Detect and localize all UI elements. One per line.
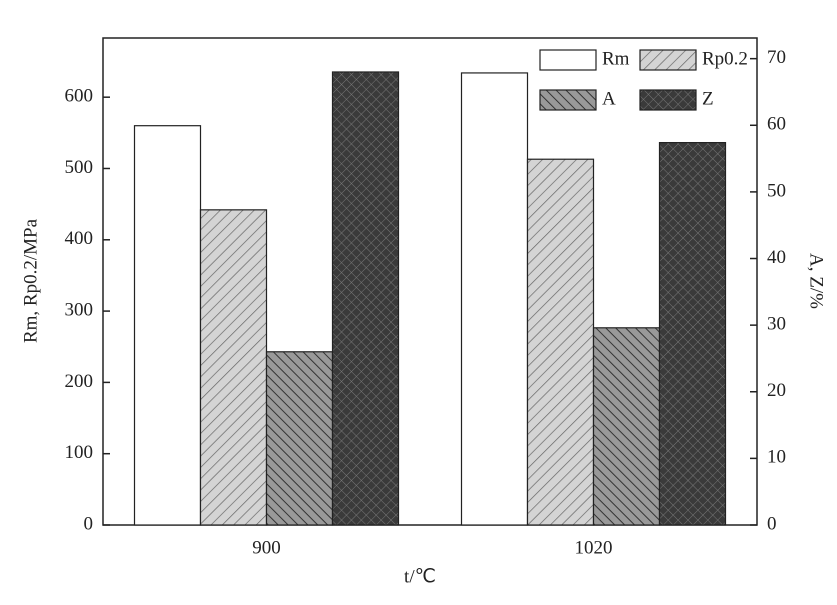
y2-tick-label: 20 — [767, 380, 786, 401]
y2-tick-label: 10 — [767, 447, 786, 468]
legend-label: Z — [702, 88, 714, 109]
legend-label: Rp0.2 — [702, 48, 748, 69]
y2-tick-label: 30 — [767, 313, 786, 334]
legend-label: A — [602, 88, 616, 109]
bar — [199, 209, 268, 526]
legend-swatch — [639, 49, 697, 71]
legend-swatch — [539, 49, 597, 71]
y-tick-label: 400 — [65, 228, 94, 249]
y2-axis-label: A, Z/% — [806, 253, 827, 309]
y-tick-label: 200 — [65, 371, 94, 392]
legend-swatch — [539, 89, 597, 111]
y2-tick-label: 0 — [767, 513, 777, 534]
y-tick-label: 0 — [84, 513, 94, 534]
y-tick-label: 500 — [65, 157, 94, 178]
legend-label: Rm — [602, 48, 630, 69]
x-tick-label: 900 — [252, 537, 281, 558]
bar — [331, 71, 400, 526]
bar — [460, 72, 529, 526]
y2-tick-label: 60 — [767, 114, 786, 135]
y-tick-label: 600 — [65, 86, 94, 107]
x-axis-label: t/℃ — [404, 566, 436, 587]
plot-frame — [102, 37, 758, 526]
y-axis-label: Rm, Rp0.2/MPa — [20, 218, 41, 343]
bar — [265, 351, 334, 526]
bar — [133, 125, 202, 526]
y2-tick-label: 70 — [767, 47, 786, 68]
bar — [592, 327, 661, 526]
legend-swatch — [639, 89, 697, 111]
y2-tick-label: 50 — [767, 180, 786, 201]
y2-tick-label: 40 — [767, 247, 786, 268]
y-tick-label: 300 — [65, 299, 94, 320]
x-tick-label: 1020 — [575, 537, 613, 558]
y-tick-label: 100 — [65, 442, 94, 463]
bar — [658, 141, 727, 526]
bar — [526, 158, 595, 526]
